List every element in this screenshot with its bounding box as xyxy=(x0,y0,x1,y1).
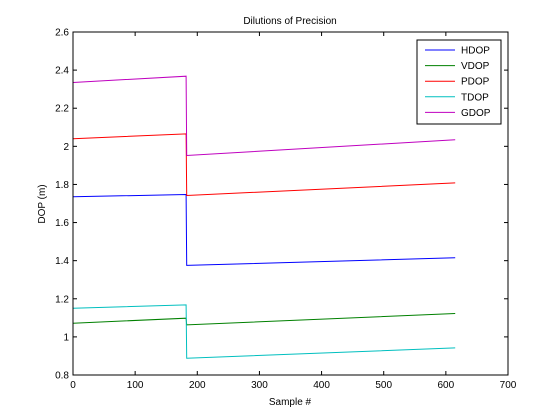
y-tick-label: 2.2 xyxy=(55,104,69,115)
x-tick-label: 500 xyxy=(375,380,392,391)
series-line-tdop xyxy=(72,304,456,359)
chart-title: Dilutions of Precision xyxy=(243,16,336,27)
legend-label-gdop: GDOP xyxy=(461,108,491,119)
x-tick-label: 700 xyxy=(500,380,517,391)
series-line-pdop xyxy=(72,133,456,197)
y-tick-label: 1.8 xyxy=(55,180,69,191)
x-tick-label: 300 xyxy=(251,380,268,391)
x-tick-label: 400 xyxy=(313,380,330,391)
plot-frame xyxy=(72,31,509,376)
y-tick-label: 1 xyxy=(63,332,69,343)
y-tick-label: 2 xyxy=(63,142,69,153)
legend-label-pdop: PDOP xyxy=(461,77,490,88)
x-tick-label: 100 xyxy=(127,380,144,391)
y-tick-label: 1.2 xyxy=(55,294,69,305)
legend-label-hdop: HDOP xyxy=(461,46,490,57)
y-axis-title: DOP (m) xyxy=(37,184,48,223)
legend-box xyxy=(416,39,502,125)
legend-label-tdop: TDOP xyxy=(461,92,489,103)
tick-layer: 0 100 200 300 400 500 600 700 0.8 1 1.2 1.4 1.6 1.8 2 2… xyxy=(55,28,517,392)
x-axis-title: Sample # xyxy=(269,397,312,408)
y-tick-label: 1.4 xyxy=(55,256,69,267)
legend-label-vdop: VDOP xyxy=(461,61,490,72)
series-line-gdop xyxy=(72,75,456,157)
y-tick-label: 1.6 xyxy=(55,218,69,229)
y-tick-label: 2.4 xyxy=(55,66,69,77)
series-line-hdop xyxy=(72,193,456,266)
series-layer xyxy=(72,75,456,359)
y-tick-label: 0.8 xyxy=(55,371,69,382)
x-tick-label: 0 xyxy=(70,380,76,391)
y-tick-label: 2.6 xyxy=(55,28,69,39)
x-tick-label: 600 xyxy=(438,380,455,391)
legend: HDOP VDOP PDOP TDOP GDOP xyxy=(416,39,502,125)
x-tick-label: 200 xyxy=(189,380,206,391)
